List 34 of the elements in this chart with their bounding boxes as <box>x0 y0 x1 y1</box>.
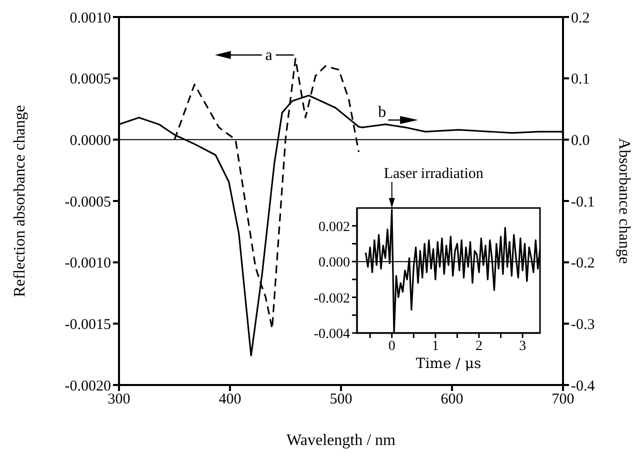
y-tick-label: -0.0020 <box>64 378 111 394</box>
y2-tick-label: -0.2 <box>571 256 595 272</box>
y2-tick-label: 0.0 <box>571 132 590 149</box>
x-tick-label: 600 <box>440 392 464 408</box>
y2-tick-label: 0.1 <box>571 72 590 88</box>
x-tick-label: 1 <box>432 338 439 354</box>
x-tick-label: 700 <box>552 392 574 408</box>
y-tick-label: 0.0000 <box>70 132 111 149</box>
y-tick-label: 0.002 <box>318 220 350 235</box>
annotation: b <box>378 104 386 122</box>
y-axis-title: Reflection absorbance change <box>12 105 29 297</box>
annotation: a <box>265 47 272 64</box>
y2-axis-title: Absorbance change <box>615 138 632 264</box>
x-axis-title: Time / μs <box>416 356 482 372</box>
x-axis-title: Wavelength / nm <box>286 432 396 449</box>
y-tick-label: 0.000 <box>318 256 350 271</box>
y2-tick-label: -0.4 <box>571 378 596 394</box>
y-tick-label: -0.0015 <box>64 316 111 333</box>
y2-tick-label: -0.3 <box>571 316 595 333</box>
x-tick-label: 2 <box>476 338 482 354</box>
y-tick-label: -0.0005 <box>64 194 111 210</box>
y-tick-label: 0.0005 <box>70 72 111 88</box>
x-tick-label: 0 <box>388 338 396 354</box>
y-tick-label: -0.002 <box>314 291 350 306</box>
x-tick-label: 3 <box>519 338 526 354</box>
annotation: Laser irradiation <box>384 166 484 182</box>
x-tick-label: 300 <box>108 392 130 408</box>
y-tick-label: -0.0010 <box>64 256 111 272</box>
y2-tick-label: 0.2 <box>571 10 590 26</box>
y2-tick-label: -0.1 <box>571 194 595 210</box>
x-tick-label: 500 <box>330 392 352 408</box>
x-tick-label: 400 <box>218 392 242 408</box>
y-tick-label: 0.0010 <box>70 10 111 26</box>
y-tick-label: -0.004 <box>314 326 350 342</box>
